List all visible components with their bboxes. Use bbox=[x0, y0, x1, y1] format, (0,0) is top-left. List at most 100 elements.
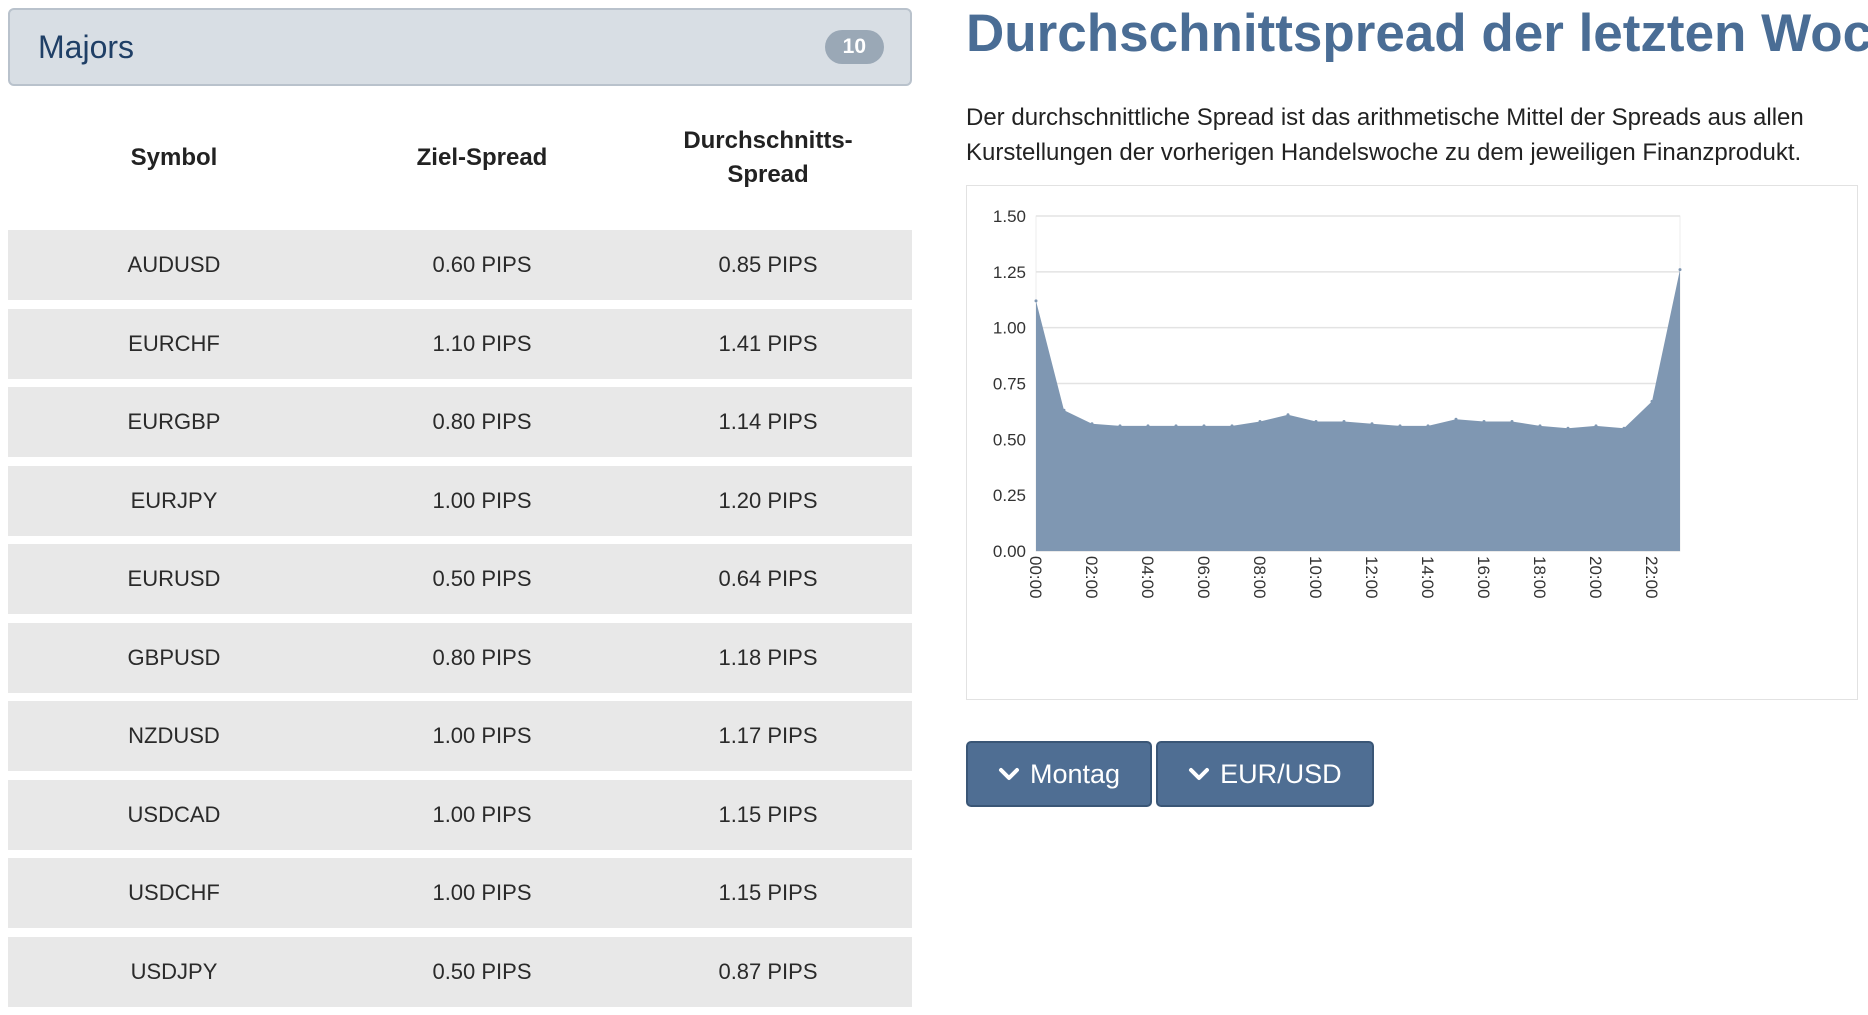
average-spread-cell: 0.64 PIPS bbox=[718, 566, 818, 591]
symbol-select-button[interactable]: EUR/USD bbox=[1156, 741, 1374, 807]
data-point[interactable] bbox=[1370, 422, 1374, 426]
average-spread-cell: 1.41 PIPS bbox=[718, 330, 818, 356]
data-point[interactable] bbox=[1678, 268, 1682, 272]
x-tick-label: 18:00 bbox=[1530, 556, 1549, 599]
data-point[interactable] bbox=[1454, 417, 1458, 421]
table-row[interactable]: USDJPY 0.50 PIPS 0.87 PIPS bbox=[8, 936, 912, 1007]
x-tick-label: 00:00 bbox=[1026, 556, 1045, 599]
table-row[interactable]: EURCHF 1.10 PIPS 1.41 PIPS bbox=[8, 308, 912, 379]
symbol-cell: NZDUSD bbox=[128, 723, 220, 748]
data-point[interactable] bbox=[1594, 424, 1598, 428]
data-point[interactable] bbox=[1538, 424, 1542, 428]
data-point[interactable] bbox=[1090, 422, 1094, 426]
count-badge: 10 bbox=[824, 30, 884, 64]
x-tick-label: 20:00 bbox=[1586, 556, 1605, 599]
average-spread-cell: 1.14 PIPS bbox=[718, 409, 818, 434]
data-point[interactable] bbox=[1650, 399, 1654, 403]
x-tick-label: 22:00 bbox=[1642, 556, 1661, 599]
symbol-cell: EURGBP bbox=[127, 409, 221, 434]
panel-title: Majors bbox=[38, 28, 135, 65]
target-spread-cell: 1.00 PIPS bbox=[432, 487, 532, 513]
majors-panel: Majors 10 Symbol Ziel-Spread Durchschnit… bbox=[8, 8, 912, 1015]
average-spread-cell: 1.15 PIPS bbox=[718, 880, 818, 905]
data-point[interactable] bbox=[1622, 426, 1626, 430]
column-header-target-spread: Ziel-Spread bbox=[416, 144, 548, 171]
x-tick-label: 04:00 bbox=[1138, 556, 1157, 599]
data-point[interactable] bbox=[1566, 426, 1570, 430]
average-spread-cell: 0.85 PIPS bbox=[718, 252, 818, 277]
data-point[interactable] bbox=[1398, 424, 1402, 428]
table-body: AUDUSD 0.60 PIPS 0.85 PIPS EURCHF 1.10 PIPS 1… bbox=[8, 230, 912, 1007]
table-row[interactable]: GBPUSD 0.80 PIPS 1.18 PIPS bbox=[8, 622, 912, 693]
chart-controls: Montag EUR/USD bbox=[966, 741, 1374, 807]
symbol-cell: USDJPY bbox=[130, 958, 218, 984]
panel-header[interactable]: Majors 10 bbox=[8, 8, 912, 86]
x-tick-label: 06:00 bbox=[1194, 556, 1213, 599]
table-row[interactable]: NZDUSD 1.00 PIPS 1.17 PIPS bbox=[8, 701, 912, 771]
day-select-button[interactable]: Montag bbox=[966, 741, 1153, 807]
description-text: Der durchschnittliche Spread ist das ari… bbox=[966, 104, 1804, 166]
page-title: Durchschnittspread der letzten Woche bbox=[966, 4, 1868, 63]
data-point[interactable] bbox=[1062, 408, 1066, 412]
average-spread-cell: 1.15 PIPS bbox=[718, 801, 818, 827]
data-point[interactable] bbox=[1314, 420, 1318, 423]
table-row[interactable]: EURUSD 0.50 PIPS 0.64 PIPS bbox=[8, 544, 912, 614]
table-row[interactable]: EURGBP 0.80 PIPS 1.14 PIPS bbox=[8, 387, 912, 457]
data-point[interactable] bbox=[1286, 413, 1290, 417]
target-spread-cell: 0.80 PIPS bbox=[432, 644, 532, 670]
symbol-cell: EURUSD bbox=[127, 566, 221, 591]
data-point[interactable] bbox=[1202, 424, 1206, 428]
target-spread-cell: 0.50 PIPS bbox=[432, 958, 532, 984]
target-spread-cell: 1.00 PIPS bbox=[432, 723, 532, 748]
chevron-down-icon bbox=[999, 768, 1019, 780]
x-tick-label: 16:00 bbox=[1474, 556, 1493, 599]
data-point[interactable] bbox=[1118, 424, 1122, 428]
symbol-cell: GBPUSD bbox=[127, 644, 221, 670]
y-tick-label: 0.00 bbox=[993, 542, 1026, 561]
target-spread-cell: 0.60 PIPS bbox=[432, 252, 532, 277]
data-point[interactable] bbox=[1146, 424, 1150, 428]
data-point[interactable] bbox=[1230, 424, 1234, 428]
data-point[interactable] bbox=[1482, 420, 1486, 423]
average-spread-cell: 1.20 PIPS bbox=[718, 487, 818, 513]
table-row[interactable]: EURJPY 1.00 PIPS 1.20 PIPS bbox=[8, 465, 912, 536]
target-spread-cell: 1.10 PIPS bbox=[432, 330, 532, 356]
target-spread-cell: 0.50 PIPS bbox=[432, 566, 532, 591]
data-point[interactable] bbox=[1426, 424, 1430, 428]
average-spread-cell: 0.87 PIPS bbox=[718, 958, 818, 984]
average-spread-cell: 1.18 PIPS bbox=[718, 644, 818, 670]
column-header-average-spread: Durchschnitts- Spread bbox=[683, 127, 853, 188]
x-tick-label: 12:00 bbox=[1362, 556, 1381, 599]
column-header-symbol: Symbol bbox=[130, 144, 218, 171]
x-tick-label: 14:00 bbox=[1418, 556, 1437, 599]
symbol-cell: AUDUSD bbox=[127, 252, 221, 277]
symbol-cell: USDCAD bbox=[127, 801, 221, 827]
target-spread-cell: 0.80 PIPS bbox=[432, 409, 532, 434]
x-tick-label: 08:00 bbox=[1250, 556, 1269, 599]
data-point[interactable] bbox=[1510, 420, 1514, 423]
table-row[interactable]: AUDUSD 0.60 PIPS 0.85 PIPS bbox=[8, 230, 912, 300]
symbol-cell: EURCHF bbox=[128, 330, 220, 356]
x-tick-label: 02:00 bbox=[1082, 556, 1101, 599]
data-point[interactable] bbox=[1258, 420, 1262, 423]
symbol-cell: EURJPY bbox=[130, 487, 218, 513]
table-row[interactable]: USDCAD 1.00 PIPS 1.15 PIPS bbox=[8, 779, 912, 850]
series-area bbox=[1036, 269, 1680, 551]
target-spread-cell: 1.00 PIPS bbox=[432, 880, 532, 905]
data-point[interactable] bbox=[1034, 299, 1038, 303]
symbol-cell: USDCHF bbox=[128, 880, 220, 905]
y-tick-label: 1.00 bbox=[993, 319, 1026, 338]
spread-chart: 1.50 1.25 1.00 0.75 0.50 0.25 0.00 00:00 02:00 04… bbox=[966, 185, 1858, 700]
chevron-down-icon bbox=[1189, 768, 1210, 780]
y-tick-label: 1.25 bbox=[993, 263, 1026, 282]
data-point[interactable] bbox=[1174, 424, 1178, 428]
y-tick-label: 0.25 bbox=[993, 486, 1026, 505]
table-row[interactable]: USDCHF 1.00 PIPS 1.15 PIPS bbox=[8, 858, 912, 928]
table-header: Symbol Ziel-Spread Durchschnitts- Spread bbox=[8, 86, 912, 230]
target-spread-cell: 1.00 PIPS bbox=[432, 801, 532, 827]
y-tick-label: 1.50 bbox=[993, 207, 1026, 226]
data-point[interactable] bbox=[1342, 420, 1346, 423]
average-spread-cell: 1.17 PIPS bbox=[718, 723, 818, 748]
y-tick-label: 0.50 bbox=[993, 430, 1026, 449]
